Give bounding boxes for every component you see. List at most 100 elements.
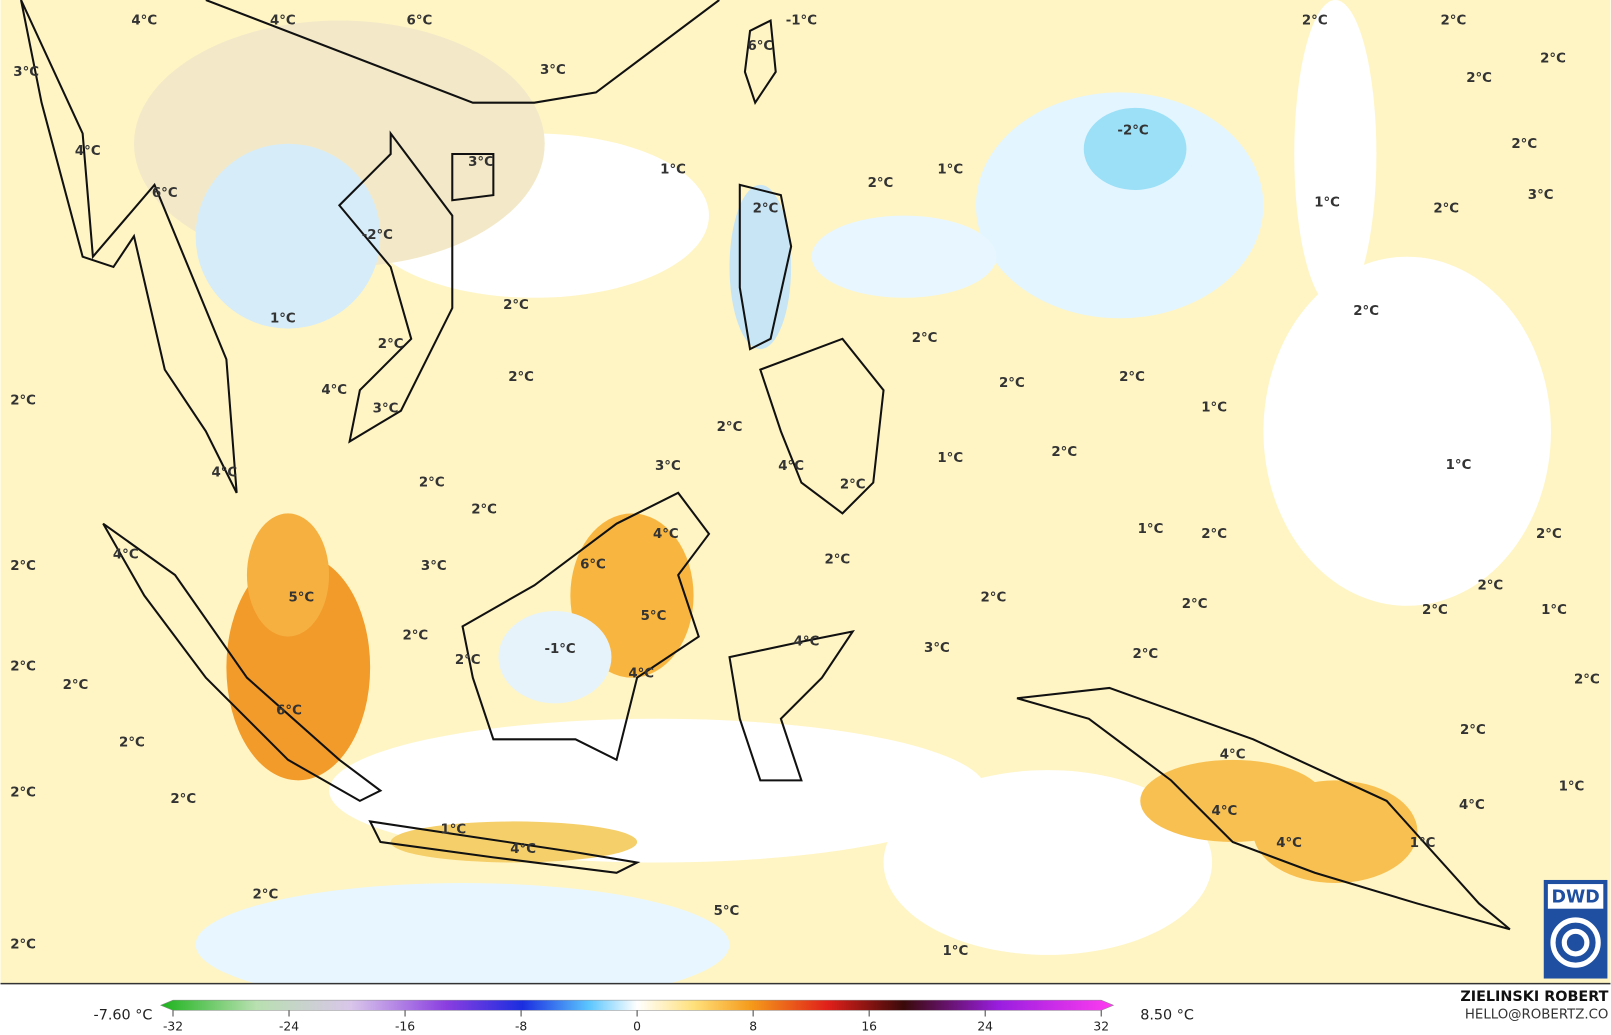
temperature-field [0, 0, 1611, 1007]
temp-label: 2°C [10, 559, 36, 574]
temp-label: 2°C [840, 478, 866, 493]
colorbar-tick-label: -16 [395, 1019, 415, 1033]
temp-label: 6°C [407, 14, 433, 29]
temp-label: -2°C [362, 228, 393, 243]
temp-label: 2°C [1051, 445, 1077, 460]
colorbar-min: -7.60 °C [94, 1007, 153, 1023]
temp-label: 2°C [503, 298, 529, 313]
temp-label: 2°C [999, 376, 1025, 391]
temp-label: 2°C [912, 331, 938, 346]
temp-label: 2°C [1119, 370, 1145, 385]
temp-label: 4°C [653, 527, 679, 542]
temp-label: -2°C [1117, 123, 1148, 138]
temp-label: 2°C [717, 420, 743, 435]
temp-label: 2°C [471, 502, 497, 517]
temp-label: 2°C [753, 201, 779, 216]
temp-label: 3°C [924, 641, 950, 656]
temp-label: 2°C [1201, 527, 1227, 542]
temp-label: 4°C [628, 667, 654, 682]
temp-label: 3°C [13, 65, 39, 80]
temp-label: 2°C [1433, 201, 1459, 216]
temp-label: 2°C [981, 591, 1007, 606]
temp-label: 2°C [402, 629, 428, 644]
contact: HELLO@ROBERTZ.CO [1465, 1007, 1609, 1022]
temp-label: 1°C [937, 451, 963, 466]
temp-label: 4°C [1212, 804, 1238, 819]
colorbar-tick-label: -32 [163, 1019, 183, 1033]
temp-label: 4°C [794, 635, 820, 650]
temp-label: 4°C [131, 14, 157, 29]
temp-label: 2°C [1441, 14, 1467, 29]
temp-label: 2°C [1460, 723, 1486, 738]
temp-label: 2°C [868, 176, 894, 191]
dwd-logo: DWD [1543, 879, 1608, 979]
temp-label: 1°C [440, 823, 466, 838]
temp-label: 4°C [270, 14, 296, 29]
temp-label: 1°C [1559, 780, 1585, 795]
temp-label: 2°C [253, 887, 279, 902]
temp-label: 2°C [119, 735, 145, 750]
temp-label: 2°C [1422, 603, 1448, 618]
temp-label: 3°C [655, 459, 681, 474]
colorbar-tick-label: -8 [515, 1019, 527, 1033]
logo-text: DWD [1551, 887, 1599, 907]
temp-label: 3°C [1528, 188, 1554, 203]
colorbar-tick-label: 8 [749, 1019, 757, 1033]
temp-label: 6°C [152, 186, 178, 201]
temp-label: 3°C [540, 63, 566, 78]
temp-label: 3°C [421, 559, 447, 574]
temp-label: 2°C [419, 476, 445, 491]
temp-label: 2°C [10, 393, 36, 408]
temp-label: 4°C [510, 842, 536, 857]
temp-label: 2°C [455, 653, 481, 668]
temp-label: 3°C [373, 402, 399, 417]
temp-label: 1°C [660, 162, 686, 177]
temp-label: 1°C [943, 944, 969, 959]
temp-label: 2°C [378, 337, 404, 352]
colorbar-tick-label: 32 [1093, 1019, 1109, 1033]
temp-label: 2°C [10, 938, 36, 953]
temp-label: 2°C [1182, 597, 1208, 612]
temp-label: 2°C [10, 659, 36, 674]
temp-label: -1°C [786, 14, 817, 29]
temp-label: 1°C [1410, 836, 1436, 851]
temp-label: 1°C [1541, 603, 1567, 618]
temp-label: 2°C [1132, 647, 1158, 662]
temp-label: 1°C [1314, 195, 1340, 210]
temp-label: 4°C [113, 547, 139, 562]
temp-label: 2°C [1540, 52, 1566, 67]
colorbar-tick-label: 0 [633, 1019, 641, 1033]
temp-label: 2°C [508, 370, 534, 385]
temp-label: -1°C [544, 642, 575, 657]
temp-label: 4°C [778, 459, 804, 474]
colorbar-tick-label: -24 [279, 1019, 299, 1033]
coastlines [20, 0, 1511, 931]
temp-label: 2°C [1574, 673, 1600, 688]
temp-label: 2°C [824, 553, 850, 568]
temp-label: 2°C [1353, 304, 1379, 319]
colorbar-max: 8.50 °C [1140, 1007, 1194, 1023]
colorbar: -32 -24 -16 -8 0 8 16 24 32 [160, 999, 1115, 1033]
temp-label: 6°C [580, 558, 606, 573]
temp-label: 1°C [1201, 401, 1227, 416]
temp-label: 1°C [1446, 458, 1472, 473]
temp-label: 6°C [276, 704, 302, 719]
temp-label: 4°C [1220, 748, 1246, 763]
temp-label: 5°C [641, 609, 667, 624]
author: ZIELINSKI ROBERT [1460, 989, 1608, 1005]
temp-label: 4°C [1276, 836, 1302, 851]
temp-label: 1°C [270, 311, 296, 326]
temp-label: 1°C [1138, 522, 1164, 537]
temp-label: 2°C [1466, 71, 1492, 86]
temp-label: 5°C [288, 591, 314, 606]
temp-label: 2°C [1302, 14, 1328, 29]
colorbar-bar [160, 999, 1115, 1011]
temp-label: 4°C [211, 465, 237, 480]
temp-label: 2°C [1477, 578, 1503, 593]
temp-label: 2°C [1536, 527, 1562, 542]
temp-label: 2°C [170, 792, 196, 807]
temp-label: 2°C [10, 786, 36, 801]
temp-label: 3°C [468, 155, 494, 170]
temp-label: 1°C [937, 162, 963, 177]
